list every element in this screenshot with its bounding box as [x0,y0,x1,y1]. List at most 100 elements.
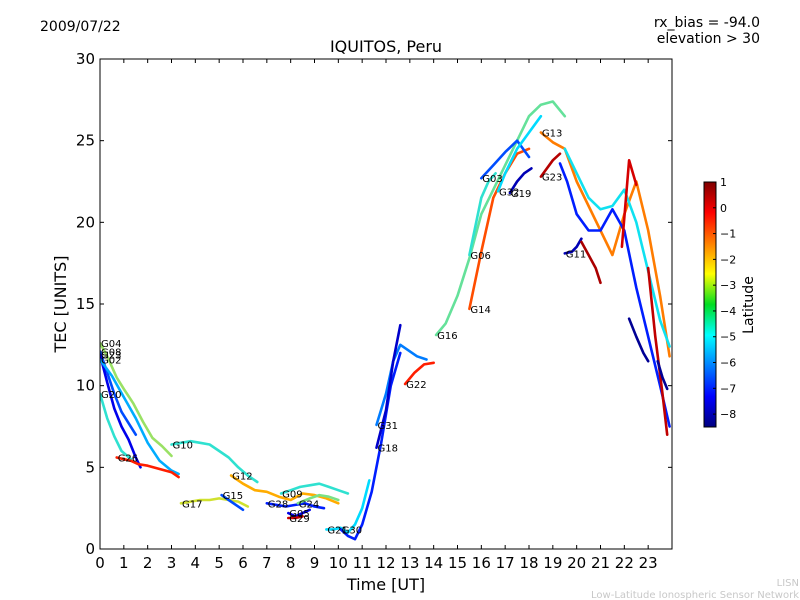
colorbar-tick-label: −7 [720,382,736,395]
series-line [179,497,250,508]
colorbar-tick-label: −8 [720,408,736,421]
series-line [296,493,340,505]
x-tick-label: 12 [376,554,395,572]
colorbar-tick-label: −5 [720,331,736,344]
series-label: G18 [378,444,398,455]
series-label: G13 [542,129,562,140]
series-label: G30 [342,525,362,536]
series-label: G22 [406,380,426,391]
series-label: G10 [173,441,193,452]
y-tick-label: 10 [76,377,95,395]
colorbar-tick-label: −1 [720,228,736,241]
colorbar-tick-label: −4 [720,305,736,318]
x-axis: 0 1 2 3 4 5 6 7 8 9 10 11 12 13 14 15 16 17 18 19 20 21 22 23 [95,59,658,572]
series-label: G11 [566,249,586,260]
x-tick-label: 1 [119,554,129,572]
series-line [539,152,562,178]
series-line [375,323,402,450]
x-tick-label: 2 [143,554,153,572]
series-label: G17 [182,499,202,510]
series-line [229,474,340,505]
series-labels: G04G08G23G20G02G26G10G17G15G12G28G09G05G… [101,129,586,537]
colorbar-ticks: 1 0 −1 −2 −3 −4 −5 −6 −7 −8 [713,176,736,421]
x-axis-label: Time [UT] [346,575,425,594]
y-tick-label: 15 [76,295,95,313]
series-label: G09 [282,490,302,501]
x-tick-label: 4 [191,554,201,572]
series-label: G15 [223,491,243,502]
x-tick-label: 19 [543,554,562,572]
date-label: 2009/07/22 [40,19,121,35]
x-tick-label: 15 [448,554,467,572]
x-tick-label: 17 [496,554,515,572]
series-label: G05 [289,509,309,520]
series-label: G32 [499,187,519,198]
series-line [580,240,602,285]
y-tick-label: 0 [85,540,95,558]
series-line [627,317,650,363]
series-line [170,439,259,484]
series-line [479,139,531,180]
series-label: G24 [299,499,319,510]
series-label: G29 [289,514,309,525]
series-line [375,343,428,427]
series-line [100,392,133,461]
x-tick-label: 11 [353,554,372,572]
y-axis-label: TEC [UNITS] [51,256,70,354]
series-line [468,172,497,257]
colorbar-tick-label: 1 [720,176,727,189]
credit-lisn: LISN [777,578,799,589]
series-line [325,479,371,535]
x-tick-label: 14 [424,554,443,572]
x-tick-label: 7 [262,554,272,572]
series-line [115,456,180,479]
colorbar [703,181,717,428]
series-label: G03 [482,174,502,185]
x-tick-label: 13 [400,554,419,572]
x-tick-label: 6 [238,554,248,572]
y-tick-label: 5 [85,458,95,476]
series-label: G14 [470,305,490,316]
x-tick-label: 9 [310,554,320,572]
x-tick-label: 16 [472,554,491,572]
series-label: G02 [101,356,121,367]
x-tick-label: 20 [567,554,586,572]
series-line [558,162,671,428]
elevation-label: elevation > 30 [657,31,760,47]
series-line [539,131,671,358]
series-label: G28 [268,499,288,510]
x-tick-label: 10 [329,554,348,572]
colorbar-tick-label: −3 [720,279,736,292]
series-label: G06 [470,251,490,262]
series-label: G23 [101,351,121,362]
x-tick-label: 0 [95,554,105,572]
series-line [496,114,543,193]
series-line [563,147,671,348]
series-line [100,353,142,469]
x-tick-label: 8 [286,554,296,572]
colorbar-tick-label: −6 [720,357,736,370]
x-tick-label: 3 [167,554,177,572]
series-line [620,159,638,249]
x-tick-label: 22 [615,554,634,572]
series-line [220,493,245,512]
x-tick-label: 18 [519,554,538,572]
series-label: G19 [511,189,531,200]
plot-frame [99,58,673,550]
series-line [403,361,436,386]
series-label: G16 [437,331,457,342]
series-lines [100,100,671,541]
series-label: G08 [101,347,121,358]
x-tick-label: 23 [639,554,658,572]
y-axis: 0 5 10 15 20 25 30 [76,50,672,558]
series-label: G31 [378,421,398,432]
y-tick-label: 30 [76,50,95,68]
series-line [434,100,567,337]
chart-title: IQUITOS, Peru [330,37,442,56]
series-line [286,508,312,518]
colorbar-tick-label: −2 [720,253,736,266]
x-tick-label: 5 [214,554,224,572]
series-label: G20 [101,390,121,401]
colorbar-label: Latitude [741,276,757,334]
